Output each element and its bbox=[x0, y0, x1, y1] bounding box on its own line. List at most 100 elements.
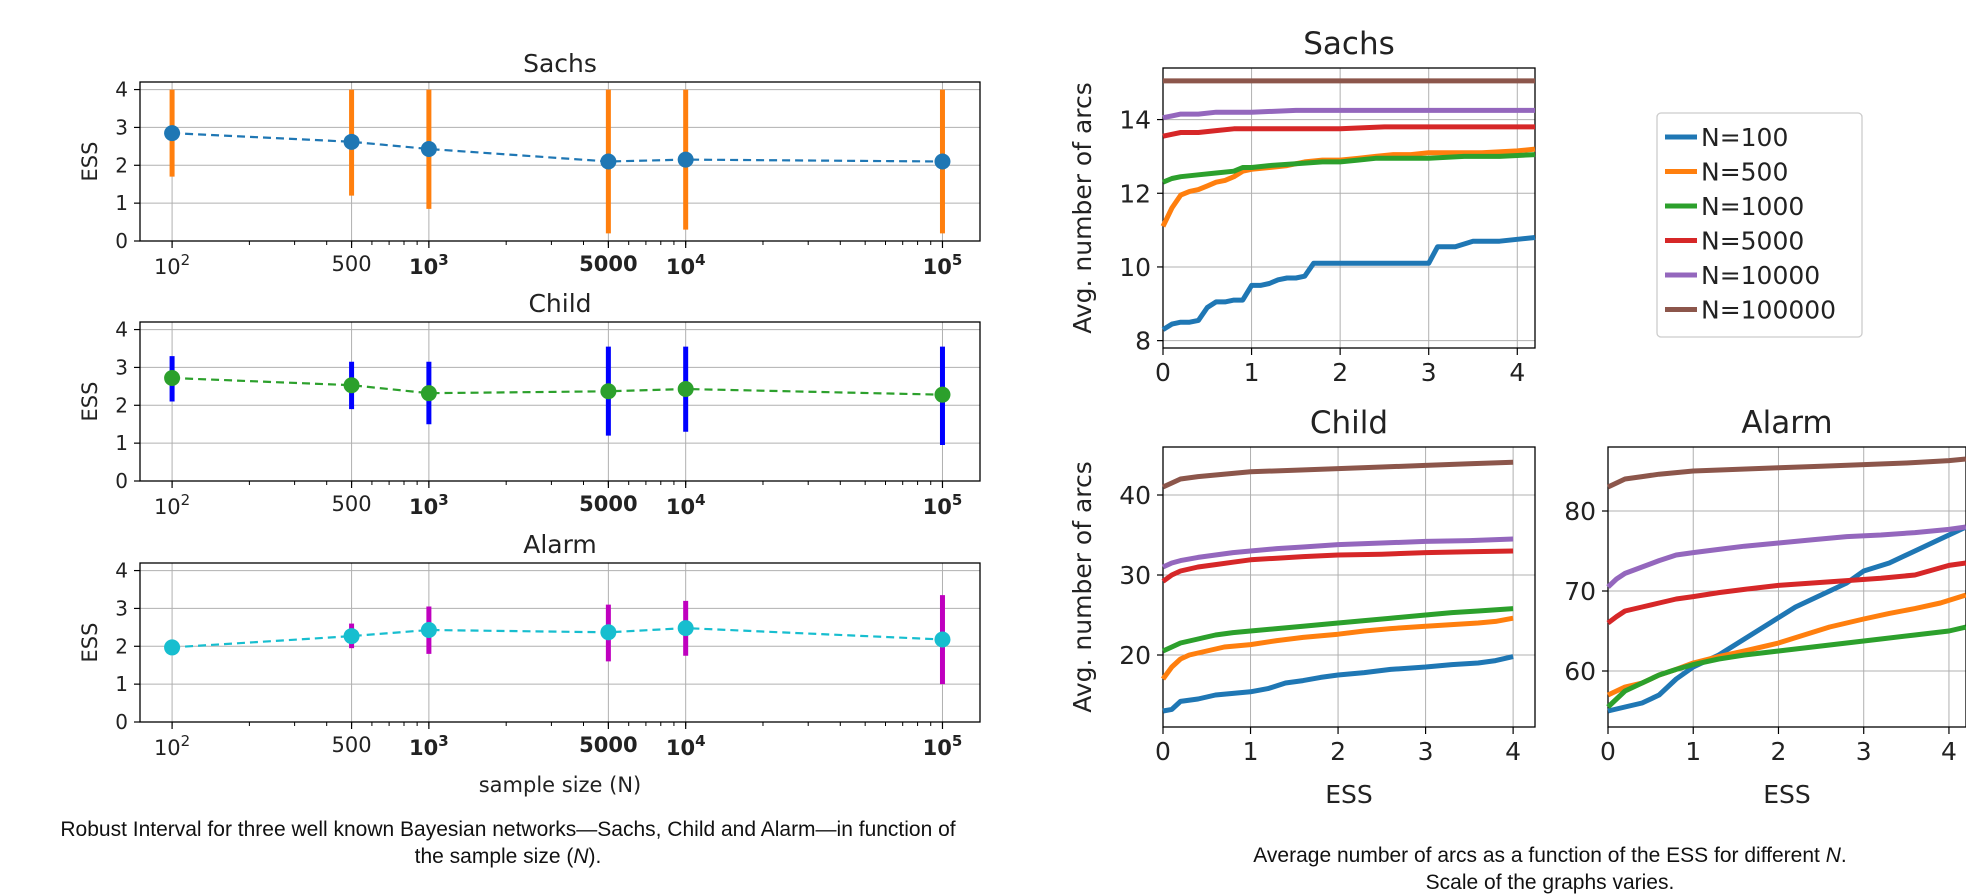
x-tick-label: 3 bbox=[1421, 358, 1437, 387]
x-tick-label: 3 bbox=[1856, 737, 1872, 766]
caption-right-line1a: Average number of arcs as a function of … bbox=[1253, 844, 1826, 867]
x-tick-label: 105 bbox=[923, 491, 963, 519]
series-line bbox=[1162, 152, 1536, 185]
y-tick-label: 60 bbox=[1564, 657, 1596, 686]
series-line bbox=[1161, 536, 1514, 570]
caption-right-line2: Scale of the graphs varies. bbox=[1425, 871, 1675, 894]
legend-label: N=500 bbox=[1701, 158, 1788, 187]
series-line bbox=[172, 132, 943, 163]
arcs-panel-1: N=100 N=500 N=1000 N=5000 N=10000 N=100000 bbox=[1157, 67, 1863, 355]
x-tick-label: 4 bbox=[1509, 358, 1525, 387]
axes-frame bbox=[1162, 446, 1536, 728]
y-tick-label: 2 bbox=[115, 634, 128, 658]
x-tick-label: 3 bbox=[1418, 737, 1434, 766]
data-point bbox=[420, 141, 437, 158]
y-axis-label: ESS bbox=[78, 142, 102, 182]
x-axis-label: ESS bbox=[1763, 780, 1811, 809]
y-tick-label: 12 bbox=[1119, 179, 1151, 208]
x-axis-label: ESS bbox=[1325, 780, 1373, 809]
panel-title: Sachs bbox=[523, 49, 597, 78]
y-tick-label: 0 bbox=[115, 710, 128, 734]
y-tick-label: 2 bbox=[115, 393, 128, 417]
legend-label: N=100 bbox=[1701, 123, 1788, 152]
series-line bbox=[1606, 524, 1966, 589]
x-tick-label: 104 bbox=[666, 491, 706, 519]
series-line bbox=[1161, 459, 1514, 490]
y-tick-label: 14 bbox=[1119, 106, 1151, 135]
caption-left-n: N bbox=[573, 845, 589, 868]
y-tick-label: 0 bbox=[115, 469, 128, 493]
series-line bbox=[172, 376, 943, 396]
series-line bbox=[1162, 124, 1535, 139]
y-axis-label: Avg. number of arcs bbox=[1068, 461, 1097, 713]
series-line bbox=[1606, 624, 1966, 709]
x-tick-label: 500 bbox=[332, 492, 372, 516]
axes-frame bbox=[139, 562, 981, 723]
x-tick-label: 5000 bbox=[579, 492, 637, 516]
x-tick-label: 0 bbox=[1155, 737, 1171, 766]
x-tick-label: 2 bbox=[1771, 737, 1787, 766]
robust-panel-1 bbox=[134, 81, 981, 248]
data-point bbox=[343, 377, 360, 394]
y-tick-label: 10 bbox=[1119, 253, 1151, 282]
series-line bbox=[1162, 654, 1514, 714]
data-point bbox=[600, 383, 617, 400]
x-tick-label: 1 bbox=[1244, 358, 1260, 387]
panel-title: Alarm bbox=[523, 530, 597, 559]
axes-frame bbox=[139, 81, 981, 242]
x-tick-label: 102 bbox=[154, 732, 190, 760]
series-line bbox=[1162, 107, 1535, 121]
y-tick-label: 20 bbox=[1119, 641, 1151, 670]
x-tick-label: 103 bbox=[409, 491, 449, 519]
legend: N=100 N=500 N=1000 N=5000 N=10000 N=100000 bbox=[1656, 112, 1863, 338]
data-point bbox=[164, 639, 181, 656]
x-tick-label: 2 bbox=[1332, 358, 1348, 387]
x-tick-label: 102 bbox=[154, 251, 190, 279]
x-tick-label: 500 bbox=[332, 733, 372, 757]
data-point bbox=[164, 125, 181, 142]
arcs-panel-3 bbox=[1602, 446, 1966, 734]
y-tick-label: 8 bbox=[1135, 327, 1151, 356]
x-tick-label: 103 bbox=[409, 251, 449, 279]
caption-right-line1b: . bbox=[1840, 844, 1847, 867]
legend-label: N=1000 bbox=[1701, 192, 1804, 221]
x-tick-label: 105 bbox=[923, 732, 963, 760]
legend-label: N=10000 bbox=[1701, 261, 1820, 290]
arcs-panel-2 bbox=[1157, 446, 1536, 734]
x-tick-label: 102 bbox=[154, 491, 190, 519]
y-tick-label: 4 bbox=[115, 559, 128, 583]
data-point bbox=[934, 153, 951, 170]
y-tick-label: 1 bbox=[115, 672, 128, 696]
legend-label: N=100000 bbox=[1701, 296, 1836, 325]
x-tick-label: 1 bbox=[1685, 737, 1701, 766]
y-tick-label: 4 bbox=[115, 78, 128, 102]
panel-title: Child bbox=[528, 289, 591, 318]
x-tick-label: 4 bbox=[1505, 737, 1521, 766]
data-point bbox=[934, 386, 951, 403]
x-tick-label: 105 bbox=[923, 251, 963, 279]
y-tick-label: 1 bbox=[115, 431, 128, 455]
series-line bbox=[1161, 235, 1536, 332]
data-point bbox=[343, 133, 360, 150]
panel-title: Alarm bbox=[1741, 405, 1832, 441]
series-line bbox=[1606, 560, 1966, 625]
x-tick-label: 2 bbox=[1330, 737, 1346, 766]
series-line bbox=[1161, 606, 1514, 654]
data-point bbox=[934, 631, 951, 648]
robust-panel-2 bbox=[134, 321, 981, 488]
x-tick-label: 1 bbox=[1243, 737, 1259, 766]
y-tick-label: 30 bbox=[1119, 561, 1151, 590]
legend-label: N=5000 bbox=[1701, 227, 1804, 256]
caption-left-line1: Robust Interval for three well known Bay… bbox=[60, 818, 956, 841]
y-tick-label: 3 bbox=[115, 355, 128, 379]
y-tick-label: 1 bbox=[115, 191, 128, 215]
y-tick-label: 0 bbox=[115, 229, 128, 253]
y-axis-label: ESS bbox=[78, 623, 102, 663]
data-point bbox=[677, 381, 694, 398]
x-tick-label: 104 bbox=[666, 251, 706, 279]
data-point bbox=[677, 151, 694, 168]
y-axis-label: ESS bbox=[78, 382, 102, 422]
caption-right-n: N bbox=[1825, 844, 1841, 867]
x-tick-label: 5000 bbox=[579, 252, 637, 276]
